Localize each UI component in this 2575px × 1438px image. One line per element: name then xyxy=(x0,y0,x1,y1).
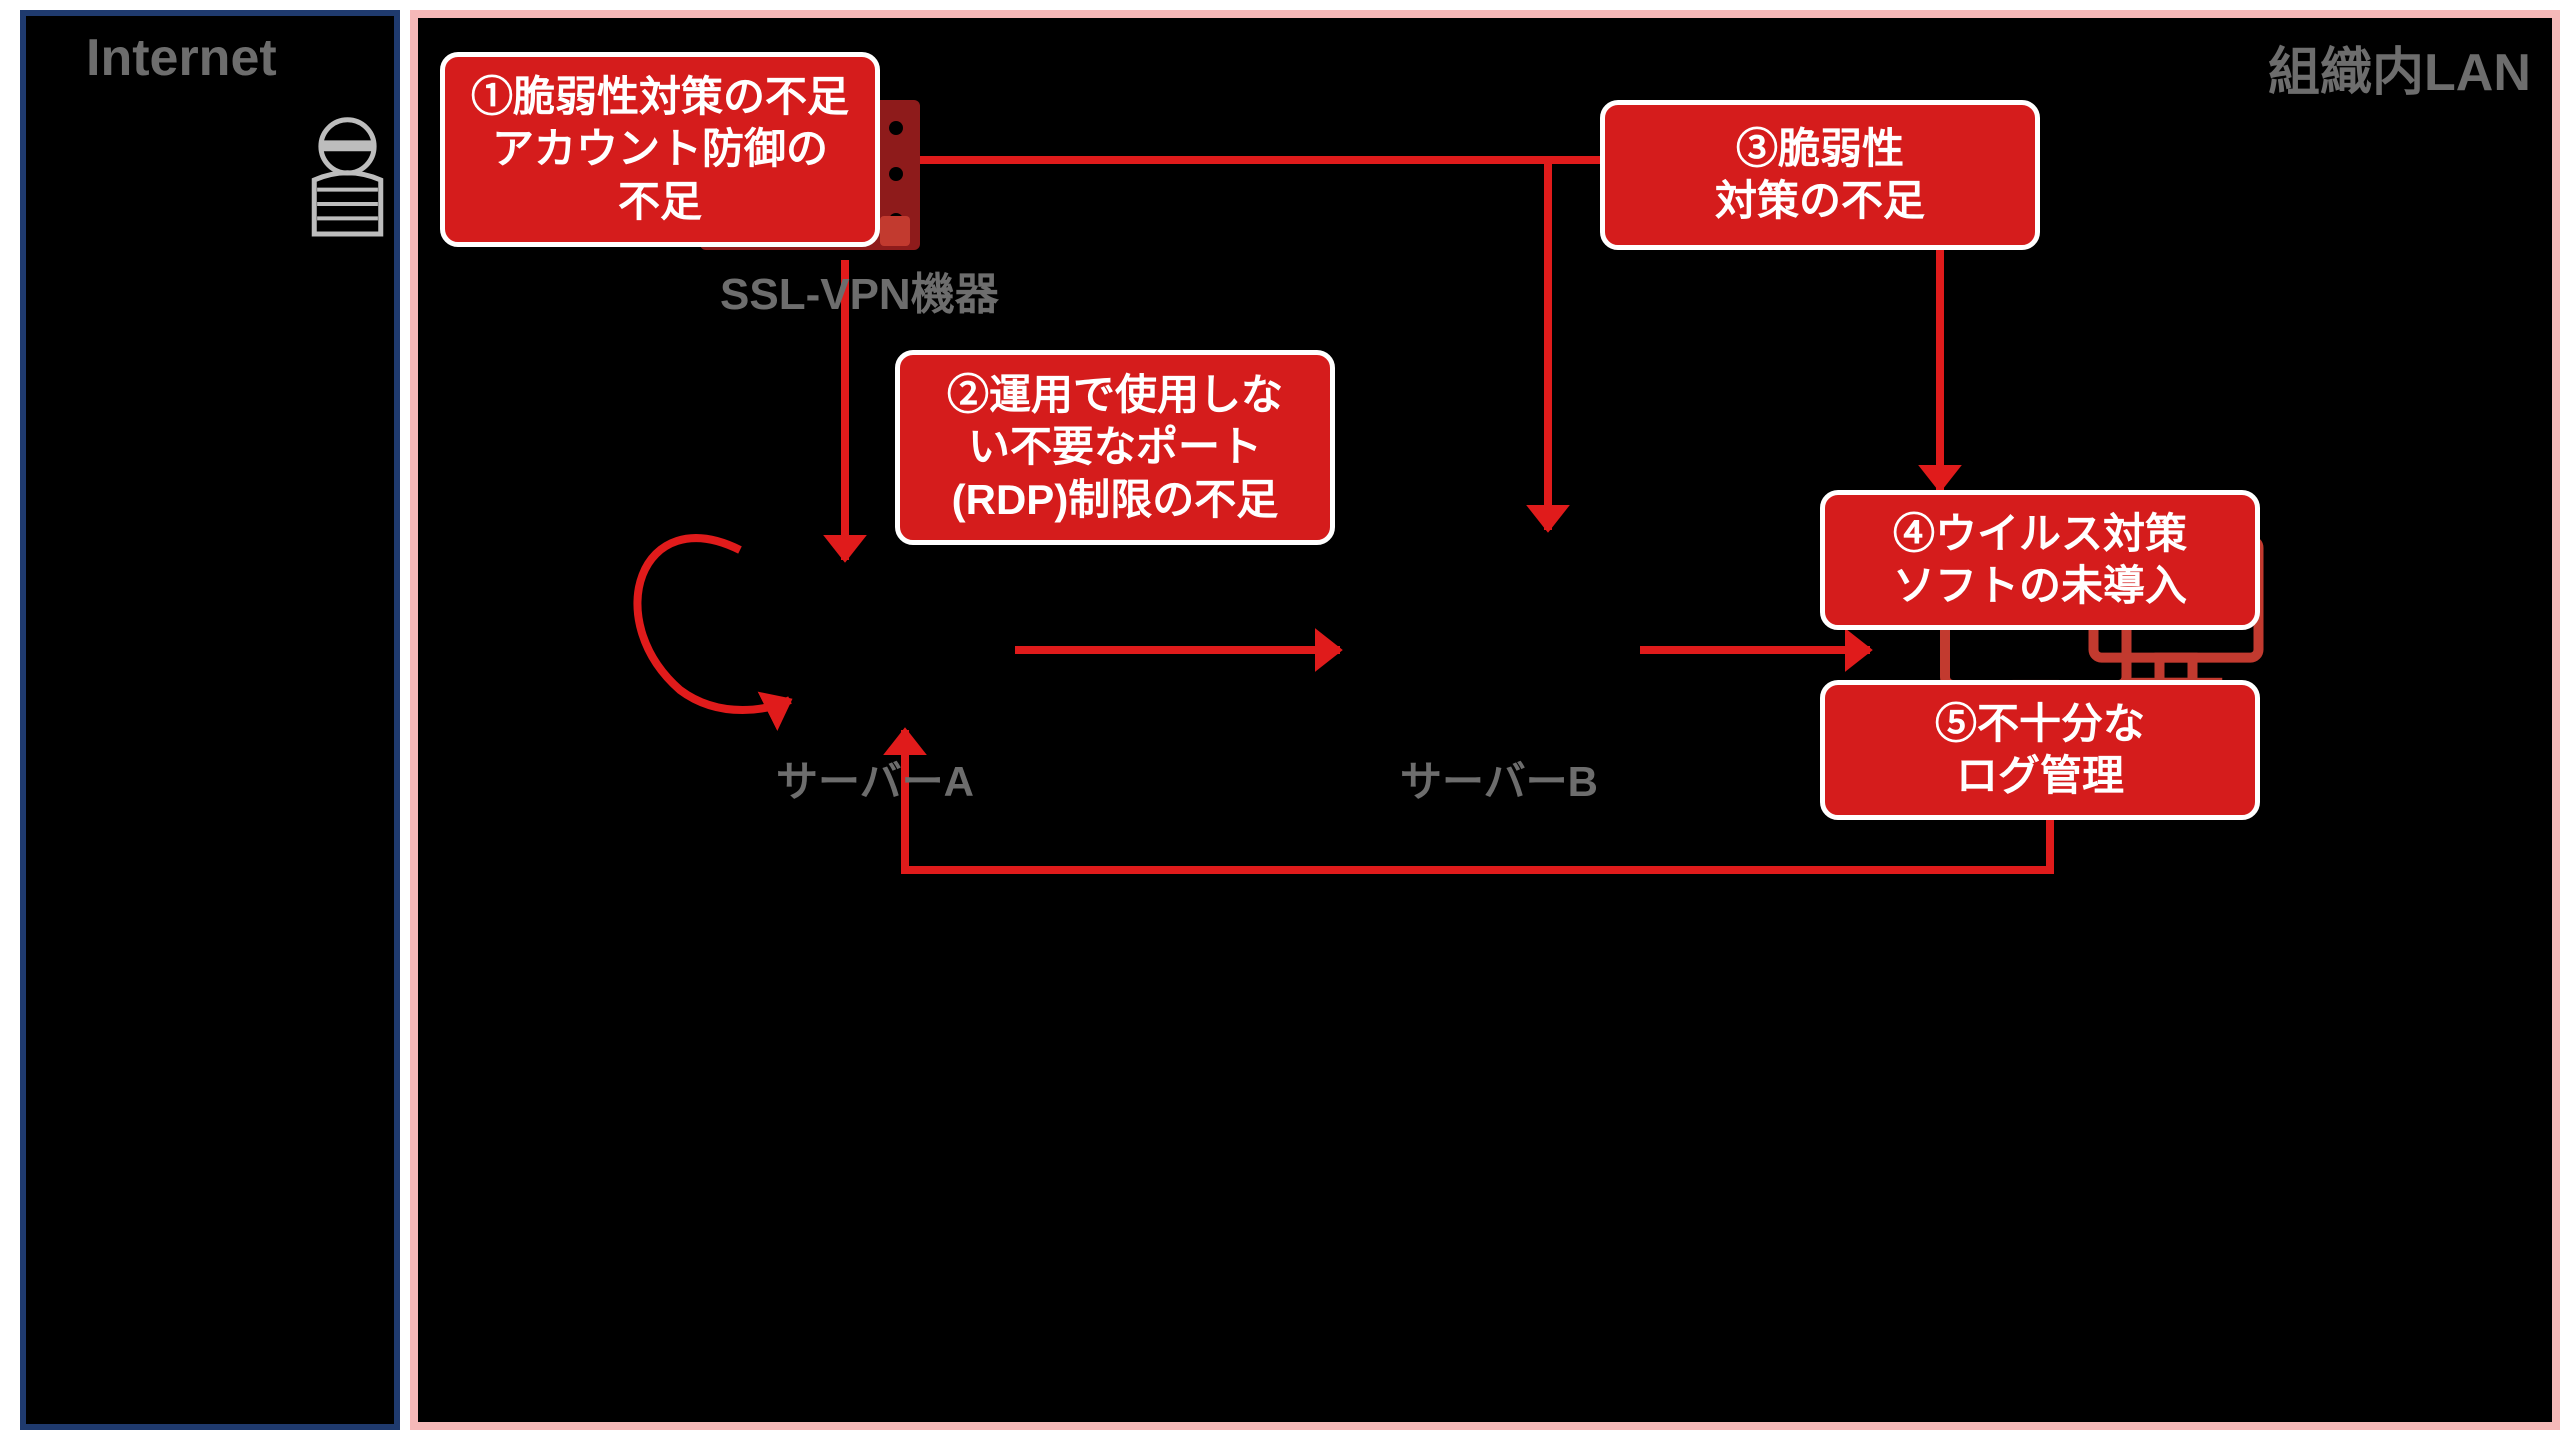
callout-5-logging: ⑤不十分な ログ管理 xyxy=(1820,680,2260,820)
callout-1-vulnerability: ①脆弱性対策の不足 アカウント防御の 不足 xyxy=(440,52,880,247)
diagram-canvas: Internet 組織内LAN SSL-VPN機器 サーバーA サーバーB ①脆… xyxy=(0,0,2575,1438)
callout-2-rdp-port: ②運用で使用しな い不要なポート (RDP)制限の不足 xyxy=(895,350,1335,545)
callout-3-vulnerability: ③脆弱性 対策の不足 xyxy=(1600,100,2040,250)
callout-4-antivirus: ④ウイルス対策 ソフトの未導入 xyxy=(1820,490,2260,630)
label-ssl-vpn: SSL-VPN機器 xyxy=(720,258,999,322)
zone-internet-label: Internet xyxy=(86,28,277,88)
label-server-b: サーバーB xyxy=(1400,748,1598,809)
zone-lan-label: 組織内LAN xyxy=(2268,30,2531,105)
label-server-a: サーバーA xyxy=(776,748,974,809)
zone-internet: Internet xyxy=(20,10,400,1430)
